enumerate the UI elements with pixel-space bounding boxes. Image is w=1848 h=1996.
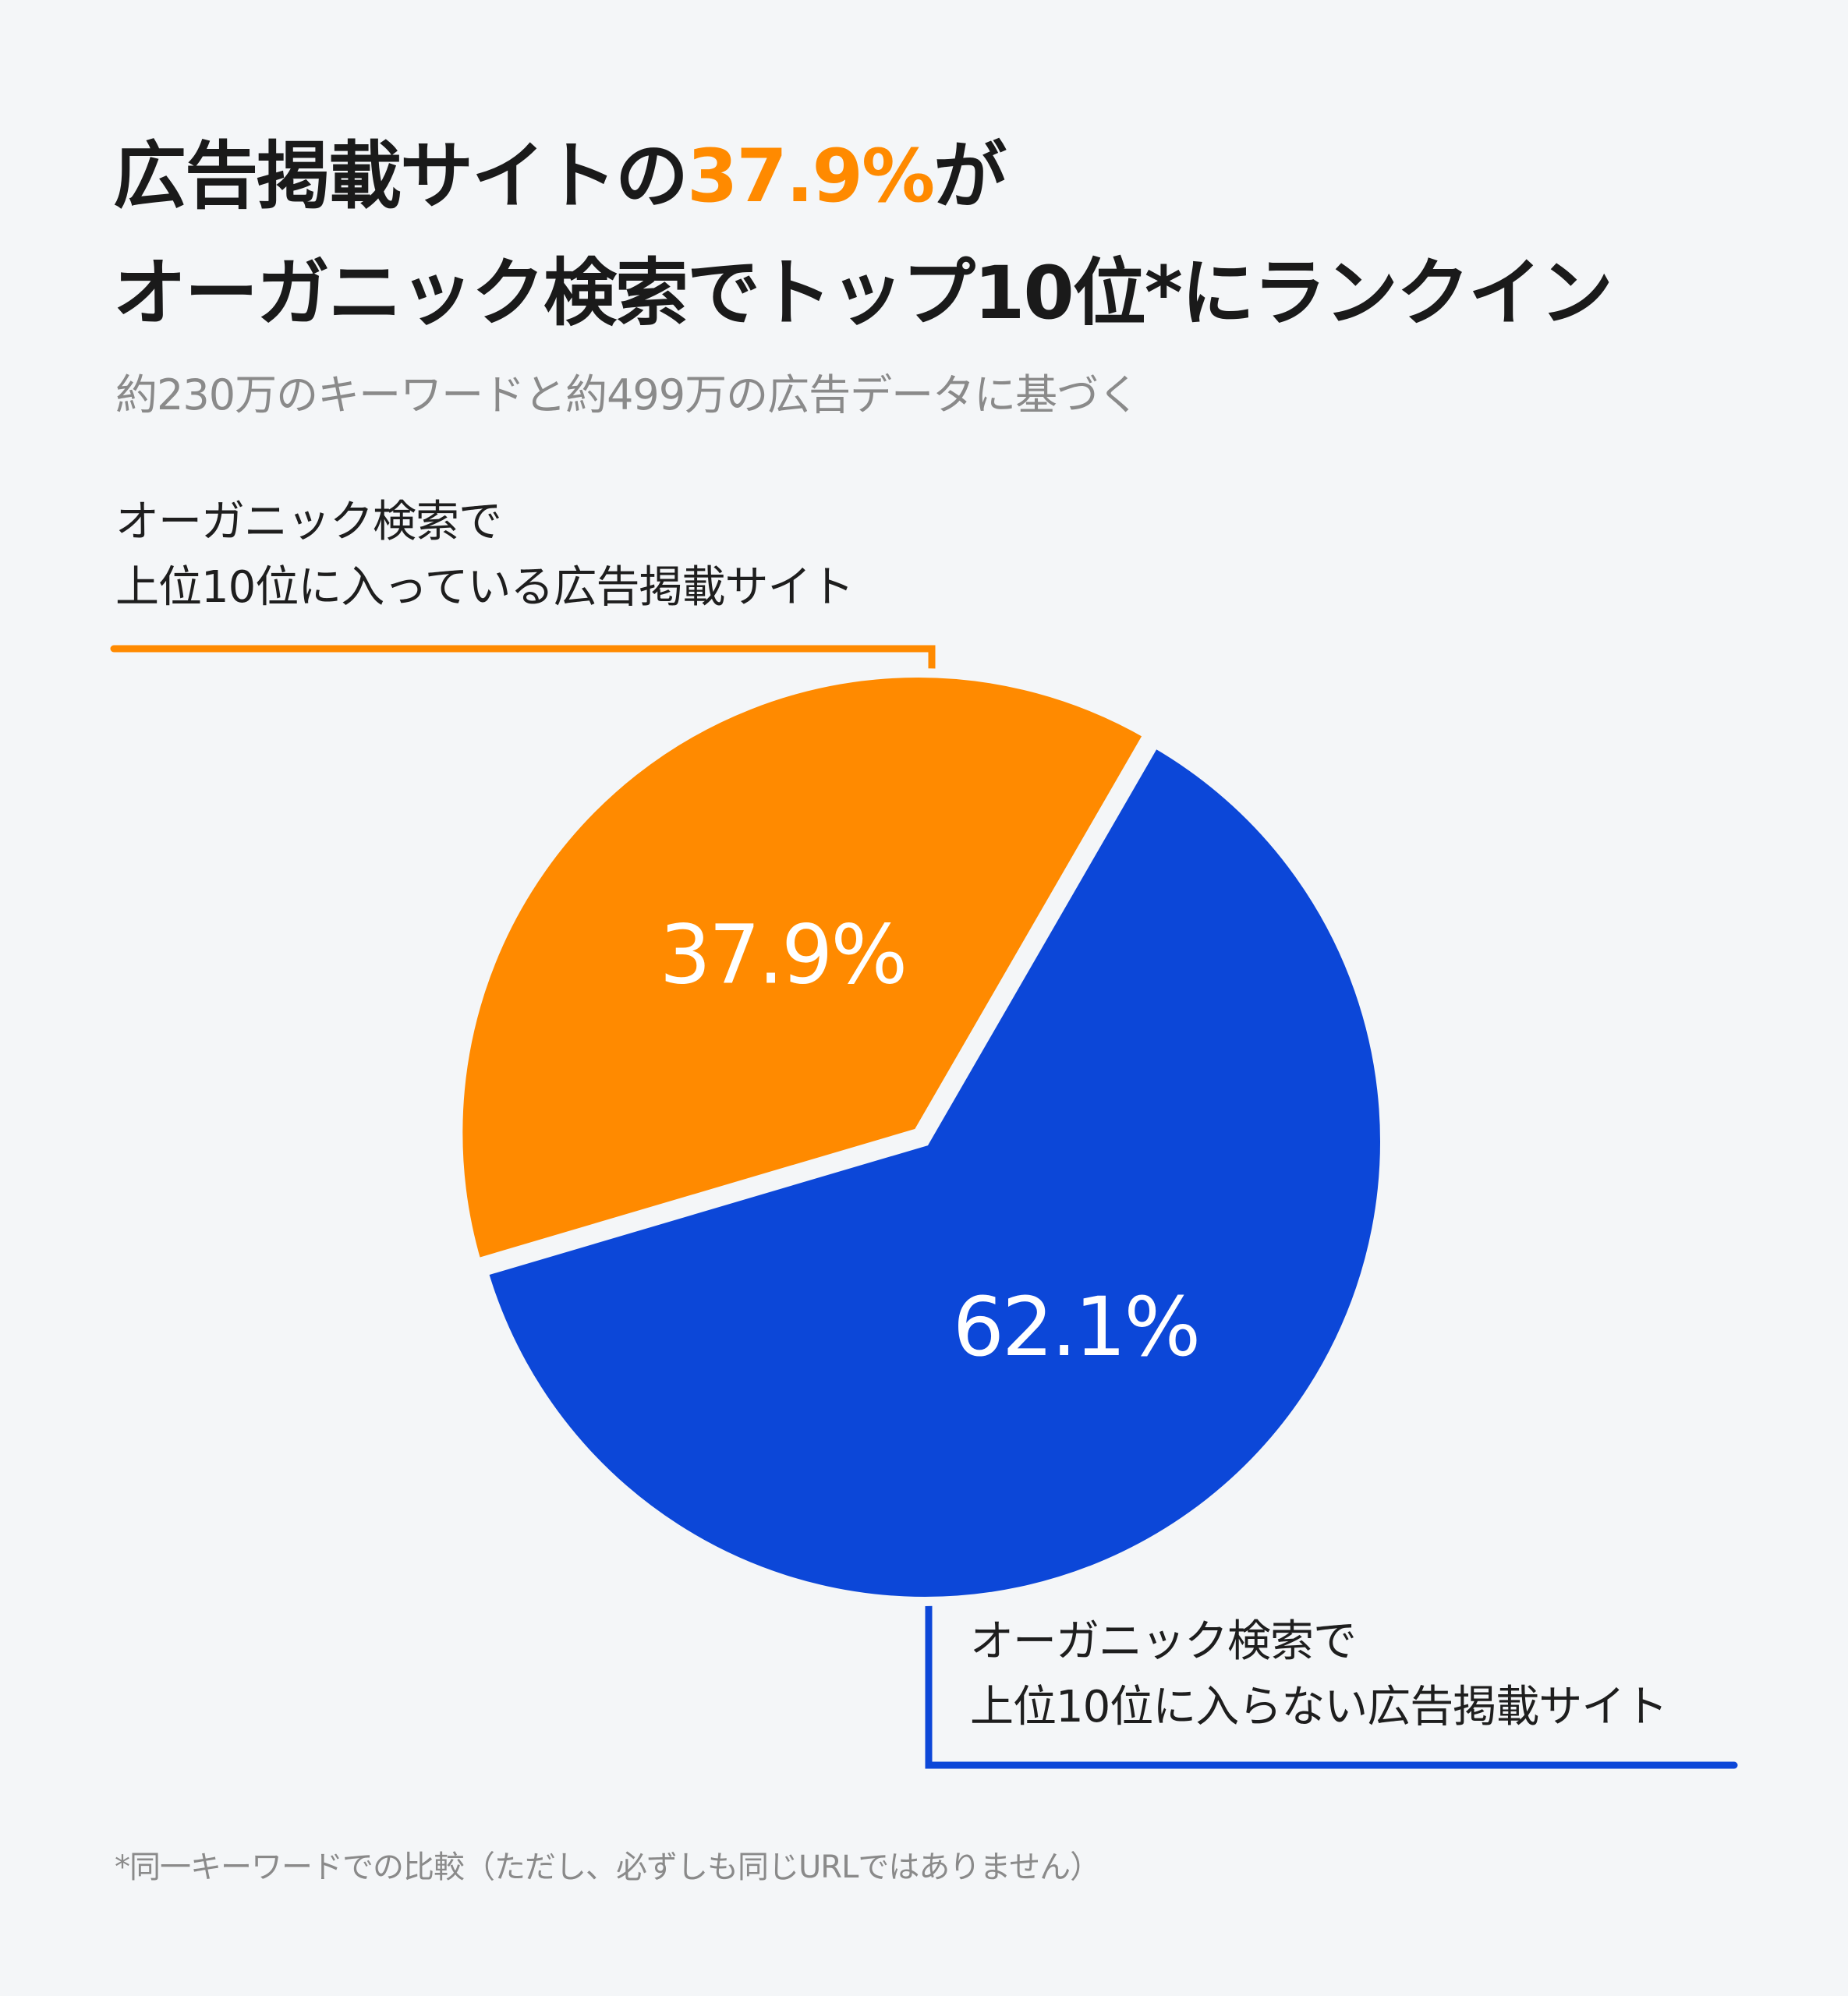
pie-slice-blue	[477, 736, 1390, 1606]
slice-value-label: 62.1%	[953, 1279, 1198, 1375]
label-line: 上位10位に入らない広告掲載サイト	[970, 1682, 1668, 1732]
slice-value-label: 37.9%	[660, 908, 905, 1003]
pie-slice-orange	[453, 668, 1155, 1269]
leader-line-blue	[925, 1594, 1738, 1769]
title-text: が	[933, 134, 1007, 219]
chart-title-line2: オーガニック検索でトップ10位*にランクイン	[113, 251, 1613, 336]
legend-label-blue: オーガニック検索で 上位10位に入らない広告掲載サイト	[970, 1609, 1668, 1740]
title-text: 広告掲載サイトの	[113, 134, 689, 219]
chart-subtitle: 約230万のキーワードと約499万の広告データに基づく	[115, 370, 1140, 419]
label-line: 上位10位に入っている広告掲載サイト	[115, 562, 854, 613]
label-line: オーガニック検索で	[970, 1616, 1357, 1667]
legend-label-orange: オーガニック検索で 上位10位に入っている広告掲載サイト	[115, 490, 854, 621]
footnote: *同一キーワードでの比較（ただし、必ずしも同じURLではありません）	[115, 1849, 1101, 1885]
label-line: オーガニック検索で	[115, 497, 502, 547]
title-highlight: 37.9%	[687, 134, 935, 219]
leader-line-orange	[110, 645, 936, 690]
chart-title-line1: 広告掲載サイトの37.9%が	[113, 117, 1007, 223]
